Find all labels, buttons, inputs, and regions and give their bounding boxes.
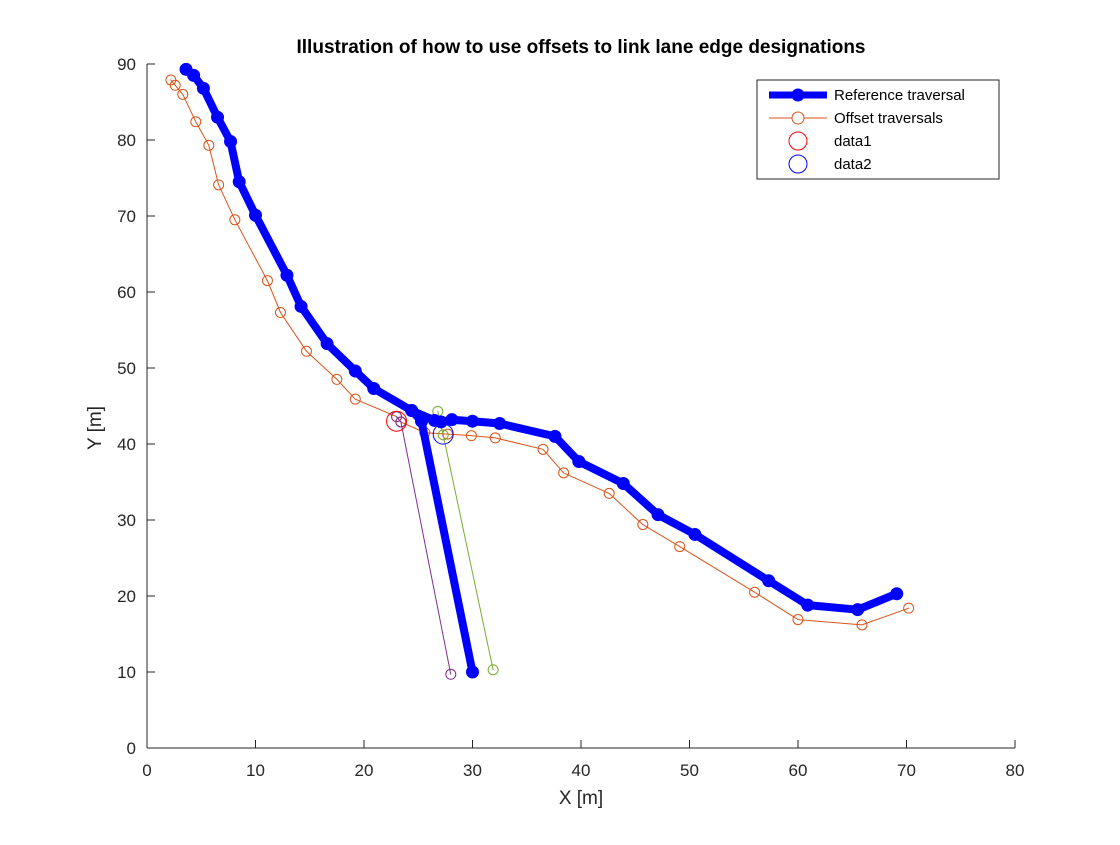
x-tick-label: 80 [1006, 761, 1025, 780]
x-tick-label: 50 [680, 761, 699, 780]
offset-point [637, 519, 649, 531]
y-tick-label: 10 [117, 663, 136, 682]
x-axis-label: X [m] [559, 788, 603, 809]
link-purple-point [395, 416, 407, 428]
offset-point [603, 487, 615, 499]
reference-point [280, 268, 294, 282]
offset-point [558, 467, 570, 479]
offset-point [674, 541, 686, 553]
legend-label: data2 [834, 156, 872, 173]
reference-point [688, 527, 702, 541]
legend-swatch-marker [788, 131, 808, 151]
reference-point [890, 587, 904, 601]
offset-point [261, 275, 273, 287]
legend-swatch-marker [788, 154, 808, 174]
link-green-point [437, 429, 449, 441]
reference-point [493, 416, 507, 430]
chart-title: Illustration of how to use offsets to li… [297, 37, 866, 58]
x-tick-label: 40 [572, 761, 591, 780]
legend-item: Reference traversal [769, 87, 965, 104]
offset-point [213, 179, 225, 191]
reference-point [249, 208, 262, 222]
series-reference [179, 62, 904, 679]
x-tick-label: 30 [463, 761, 482, 780]
y-tick-label: 60 [117, 283, 136, 302]
offset-point [349, 393, 361, 405]
reference-point [367, 382, 381, 396]
offset-point [489, 432, 501, 444]
offset-point [537, 443, 549, 455]
legend-swatch-marker [791, 111, 805, 125]
reference-point [851, 603, 865, 617]
reference-point [415, 414, 429, 428]
y-tick-label: 30 [117, 511, 136, 530]
offset-point [903, 602, 915, 614]
y-tick-label: 40 [117, 435, 136, 454]
legend-item: data2 [788, 154, 872, 174]
reference-point [445, 413, 459, 427]
offset-point [856, 619, 868, 631]
reference-point [616, 477, 630, 491]
reference-point [651, 508, 665, 522]
reference-point [211, 110, 225, 124]
reference-point [187, 68, 201, 82]
x-tick-label: 10 [246, 761, 265, 780]
reference-point [224, 135, 238, 149]
reference-point [762, 574, 776, 588]
reference-point [196, 81, 210, 95]
plot-area [165, 62, 915, 680]
legend-item: data1 [788, 131, 872, 151]
link-green-point [487, 664, 499, 676]
offset-point [792, 614, 804, 626]
offset-point [203, 139, 215, 151]
offset-point [274, 307, 286, 319]
reference-point [466, 414, 479, 428]
legend-label: Reference traversal [834, 87, 965, 104]
reference-point [801, 598, 815, 612]
legend-swatch-marker [791, 88, 805, 102]
x-tick-label: 20 [355, 761, 374, 780]
offset-point [229, 214, 241, 226]
y-tick-label: 50 [117, 359, 136, 378]
legend-label: data1 [834, 133, 872, 150]
reference-point [294, 299, 308, 313]
link-purple-point [445, 668, 457, 680]
reference-point [348, 364, 362, 378]
legend-item: Offset traversals [769, 110, 943, 127]
y-tick-label: 20 [117, 587, 136, 606]
offset-point [465, 430, 477, 442]
x-tick-label: 70 [897, 761, 916, 780]
y-tick-label: 80 [117, 131, 136, 150]
legend-label: Offset traversals [834, 110, 943, 127]
offset-point [190, 116, 202, 128]
y-tick-label: 90 [117, 55, 136, 74]
offset-point [169, 79, 181, 91]
legend: Reference traversal Offset traversals data… [756, 79, 1000, 180]
y-axis-label: Y [m] [85, 406, 106, 450]
reference-point [232, 175, 246, 189]
offset-point [331, 373, 343, 385]
offset-point [300, 345, 312, 357]
offset-point [749, 586, 761, 598]
highlight-point-data2 [432, 423, 454, 445]
reference-point [405, 404, 419, 418]
reference-point [548, 429, 562, 443]
y-tick-label: 0 [127, 739, 136, 758]
y-tick-label: 70 [117, 207, 136, 226]
x-tick-label: 60 [789, 761, 808, 780]
reference-point [466, 665, 479, 679]
reference-point [572, 454, 586, 468]
offset-point [177, 88, 189, 100]
reference-point [320, 337, 334, 351]
x-tick-label: 0 [142, 761, 151, 780]
highlight-point-data1 [386, 410, 408, 432]
